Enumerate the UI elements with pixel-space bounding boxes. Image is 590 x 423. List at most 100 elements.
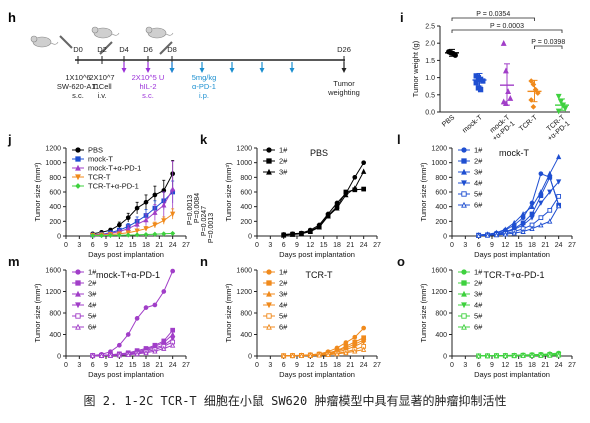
data-point xyxy=(107,352,114,358)
x-tick-label: 3 xyxy=(268,242,272,249)
series-line xyxy=(478,196,560,237)
data-point xyxy=(476,232,482,238)
data-point xyxy=(502,100,509,107)
panel-label: l xyxy=(397,132,401,147)
timeline-day-label: D2 xyxy=(97,45,107,54)
legend-label: 3# xyxy=(279,168,288,177)
legend-marker xyxy=(461,280,467,286)
data-point xyxy=(477,86,484,93)
series-line xyxy=(478,354,559,357)
legend-marker xyxy=(266,280,272,286)
legend-marker xyxy=(75,156,81,162)
x-tick-label: 3 xyxy=(268,362,272,369)
data-point xyxy=(152,231,158,237)
x-tick-label: 0 xyxy=(450,362,454,369)
chart-title: mock-T+α-PD-1 xyxy=(96,270,160,280)
legend-marker xyxy=(461,201,467,208)
event-tumor-weighing: Tumor weighting xyxy=(327,79,360,97)
y-tick-label: 400 xyxy=(240,204,252,211)
legend-marker xyxy=(461,168,467,175)
timeline-day-label: D26 xyxy=(337,45,351,54)
legend-label: 1# xyxy=(474,146,483,155)
data-point xyxy=(538,200,544,206)
data-point xyxy=(325,351,331,358)
il2-dose-arrow xyxy=(121,62,127,73)
x-tick-label: 12 xyxy=(501,362,509,369)
x-axis-label: Days post implantation xyxy=(279,370,355,379)
pd1-dose-arrow xyxy=(169,62,175,73)
pd1-dose-arrow xyxy=(259,62,265,73)
data-point xyxy=(555,93,562,100)
data-point xyxy=(361,339,367,345)
pd1-dose-arrow xyxy=(289,62,295,73)
x-tick-label: 15 xyxy=(320,362,328,369)
data-point xyxy=(530,104,537,110)
category-label: mock-T+α-PD-1 xyxy=(487,114,517,143)
x-tick-label: 6 xyxy=(91,362,95,369)
data-point xyxy=(480,78,486,84)
data-point xyxy=(116,342,122,348)
data-point xyxy=(316,352,322,358)
data-point xyxy=(125,232,131,238)
legend-label: 3# xyxy=(474,290,483,299)
x-tick-label: 0 xyxy=(64,242,68,249)
y-tick-label: 200 xyxy=(240,219,252,226)
legend-marker xyxy=(461,323,467,330)
legend: 1# 2# 3# xyxy=(263,146,288,177)
mouse-icon xyxy=(91,26,120,39)
series-line xyxy=(478,156,560,236)
legend-label: 3# xyxy=(88,290,97,299)
data-point xyxy=(502,352,508,359)
legend-marker xyxy=(461,302,467,309)
legend-label: 4# xyxy=(279,301,288,310)
y-axis-label: Tumor size (mm³) xyxy=(33,162,42,221)
legend-marker xyxy=(75,147,81,153)
series-5 xyxy=(90,230,176,239)
data-point xyxy=(170,211,176,217)
data-point xyxy=(134,350,140,357)
category-label: mock-T xyxy=(461,114,484,135)
legend-marker xyxy=(266,302,272,309)
data-point xyxy=(170,336,176,342)
data-point xyxy=(90,233,96,239)
y-tick-label: 400 xyxy=(240,332,252,339)
x-tick-label: 12 xyxy=(115,242,123,249)
legend-label: 2# xyxy=(279,279,288,288)
data-point xyxy=(152,302,158,308)
legend-label: TCR-T xyxy=(88,173,111,182)
chart-title: TCR-T xyxy=(306,270,333,280)
p-value-label: P=0.0013 xyxy=(208,213,215,243)
data-point xyxy=(352,174,358,180)
x-tick-label: 21 xyxy=(155,362,163,369)
data-point xyxy=(281,352,287,359)
x-tick-label: 6 xyxy=(477,242,481,249)
series-3 xyxy=(476,153,562,238)
x-tick-label: 24 xyxy=(169,242,177,249)
timeline-panel: h D0 D2 D4 D6 D8 D26 1X10^6 SW-620-A11 s.c. 2X1… xyxy=(8,10,360,100)
data-point xyxy=(152,192,158,198)
legend-label: mock-T+α-PD-1 xyxy=(88,164,141,173)
legend: 1# 2# 3# 4# 5# 6# xyxy=(72,268,97,332)
legend-marker xyxy=(75,280,81,286)
x-tick-label: 0 xyxy=(450,242,454,249)
y-axis-label: Tumor size (mm³) xyxy=(33,283,42,342)
data-point xyxy=(116,352,122,358)
data-point xyxy=(538,352,544,358)
y-tick-label: 400 xyxy=(435,204,447,211)
data-point xyxy=(532,86,539,93)
series-2 xyxy=(476,174,562,238)
x-tick-label: 9 xyxy=(295,362,299,369)
data-point xyxy=(473,80,479,86)
mouse-icon xyxy=(30,35,59,48)
chart-title: mock-T xyxy=(499,148,529,158)
y-tick-label: 400 xyxy=(435,332,447,339)
x-tick-label: 9 xyxy=(490,242,494,249)
data-point xyxy=(452,52,458,58)
series-line xyxy=(92,173,174,235)
data-point xyxy=(493,352,500,359)
data-point xyxy=(107,232,113,238)
series-6 xyxy=(476,203,562,238)
y-tick-label: 2.0 xyxy=(425,41,435,48)
data-point xyxy=(520,228,526,234)
